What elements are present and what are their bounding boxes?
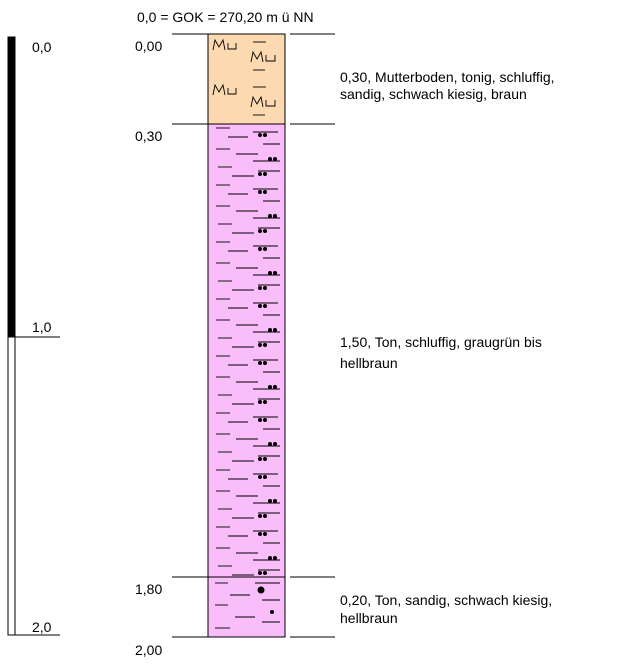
layer-description: 0,30, Mutterboden, tonig, schluffig,	[340, 69, 555, 85]
borehole-log: 0,0 = GOK = 270,20 m ü NN 0,0 1,0 2,0 0,…	[0, 0, 618, 664]
layer-description: 0,20, Ton, sandig, schwach kiesig,	[340, 592, 552, 608]
scale-segment	[8, 337, 15, 635]
layer-description: 1,50, Ton, schluffig, graugrün bis	[340, 334, 542, 350]
scale-label: 0,0	[32, 39, 52, 55]
layer-pattern	[208, 34, 285, 124]
layer-description: hellbraun	[340, 610, 398, 626]
depth-label: 2,00	[135, 642, 162, 658]
scale-label: 2,0	[32, 619, 52, 635]
depth-label: 0,00	[135, 38, 162, 54]
gravel-dot	[270, 610, 274, 614]
layer-description: sandig, schwach kiesig, braun	[340, 86, 527, 102]
depth-label: 0,30	[135, 128, 162, 144]
depth-label: 1,80	[135, 581, 162, 597]
header-title: 0,0 = GOK = 270,20 m ü NN	[137, 9, 314, 25]
layer-pattern	[208, 124, 285, 577]
layer-description: hellbraun	[340, 355, 398, 371]
scale-segment	[8, 37, 15, 337]
scale-label: 1,0	[32, 319, 52, 335]
gravel-dot	[258, 587, 265, 594]
